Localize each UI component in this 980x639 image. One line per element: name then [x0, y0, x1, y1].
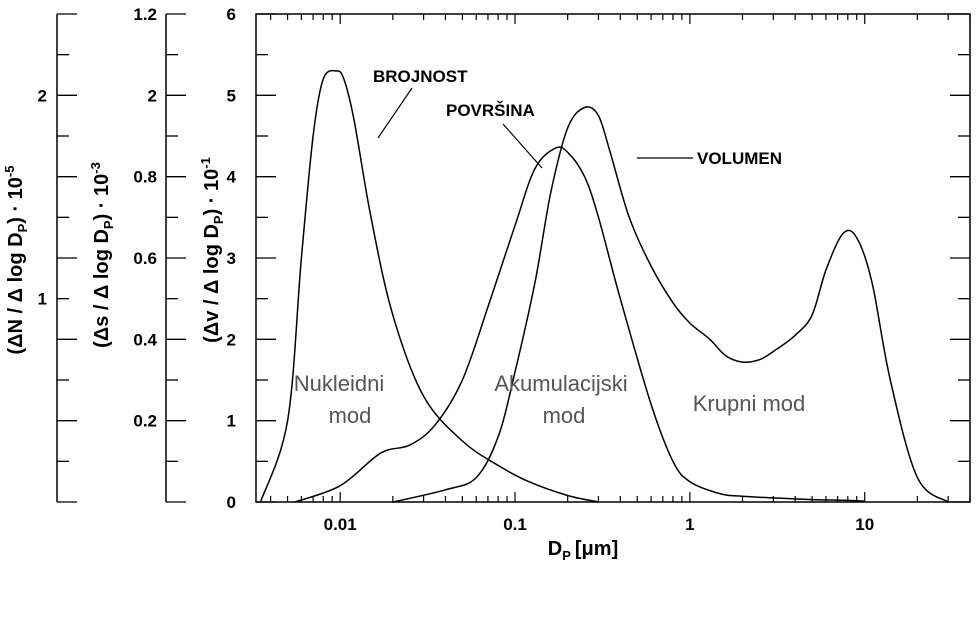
y-tick-label-volume: 6 [227, 5, 236, 24]
axes: 0.01 0.1 1 10 DP [μm] 0 1 2 3 4 5 6 (Δv / Δ log DP) ·… [2, 5, 971, 563]
series-line-površina [294, 146, 865, 503]
label-krupni-mod: Krupni mod [693, 391, 806, 416]
y-tick-label-surface: 0.4 [133, 330, 157, 349]
y-tick-label-surface: 2 [148, 86, 157, 105]
x-tick-label: 0.01 [324, 515, 357, 534]
label-akumulacijski-mod-line1: Akumulacijski [494, 371, 627, 396]
y-tick-label-surface: 1.2 [133, 5, 157, 24]
y-tick-label-number: 1 [38, 290, 47, 309]
y-tick-label-number: 2 [38, 86, 47, 105]
leader-brojnost [377, 87, 413, 139]
x-axis-title: DP [μm] [548, 538, 618, 563]
y-axis-title-number: (ΔN / Δ log DP) · 10-5 [2, 166, 30, 355]
y-tick-label-volume: 0 [227, 493, 236, 512]
curve-annotations: BROJNOST POVRŠINA VOLUMEN Nukleidni mod Akumu… [294, 67, 806, 428]
y-tick-label-volume: 2 [227, 330, 236, 349]
x-tick-label: 1 [685, 515, 694, 534]
label-nukleidni-mod-line1: Nukleidni [294, 371, 385, 396]
label-nukleidni-mod-line2: mod [329, 403, 372, 428]
leader-povrsina [502, 123, 543, 169]
y-axis-title-volume: (Δv / Δ log DP) · 10-1 [198, 157, 226, 343]
series-line-volumen [392, 106, 949, 503]
x-tick-label: 0.1 [503, 515, 527, 534]
label-brojnost: BROJNOST [373, 67, 468, 86]
y-tick-label-volume: 5 [227, 86, 236, 105]
y-tick-label-volume: 1 [227, 412, 236, 431]
x-tick-label: 10 [855, 515, 874, 534]
label-povrsina: POVRŠINA [446, 101, 535, 120]
plot-frame [255, 13, 971, 503]
series-lines [259, 69, 949, 503]
y-tick-label-volume: 3 [227, 249, 236, 268]
plot-border [255, 13, 971, 503]
label-volumen: VOLUMEN [697, 149, 782, 168]
y-tick-label-surface: 0.8 [133, 168, 157, 187]
label-akumulacijski-mod-line2: mod [543, 403, 586, 428]
y-tick-label-surface: 0.2 [133, 412, 157, 431]
y-tick-label-surface: 0.6 [133, 249, 157, 268]
y-tick-label-volume: 4 [227, 168, 237, 187]
series-line-brojnost [259, 69, 599, 503]
y-axis-title-surface: (Δs / Δ log DP) · 10-3 [88, 162, 116, 348]
